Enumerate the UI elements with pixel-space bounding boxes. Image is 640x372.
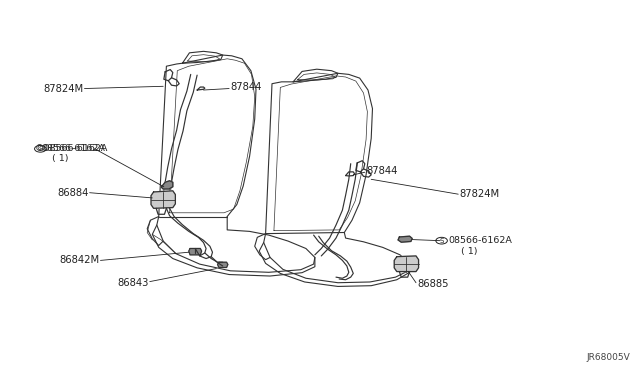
Text: ( 1): ( 1) [461, 247, 477, 256]
Text: 87824M: 87824M [460, 189, 500, 199]
Text: 08566-6162A: 08566-6162A [448, 236, 512, 245]
Text: 86843: 86843 [117, 278, 148, 288]
Polygon shape [151, 191, 175, 208]
Text: 87824M: 87824M [43, 84, 83, 93]
Text: 87844: 87844 [230, 83, 262, 92]
Polygon shape [189, 248, 202, 255]
Text: 86884: 86884 [57, 188, 88, 198]
Polygon shape [394, 256, 419, 272]
Text: 87844: 87844 [366, 166, 397, 176]
Polygon shape [161, 181, 173, 189]
Text: ©08566-6162A: ©08566-6162A [35, 144, 109, 153]
Text: 86885: 86885 [417, 279, 449, 289]
Polygon shape [218, 262, 228, 267]
Text: S: S [440, 238, 444, 244]
Text: 86842M: 86842M [59, 256, 99, 265]
Text: 08566-6162A: 08566-6162A [42, 144, 106, 153]
Polygon shape [398, 236, 412, 242]
Text: JR68005V: JR68005V [587, 353, 630, 362]
Text: ( 1): ( 1) [52, 154, 69, 163]
Text: S: S [38, 146, 42, 152]
